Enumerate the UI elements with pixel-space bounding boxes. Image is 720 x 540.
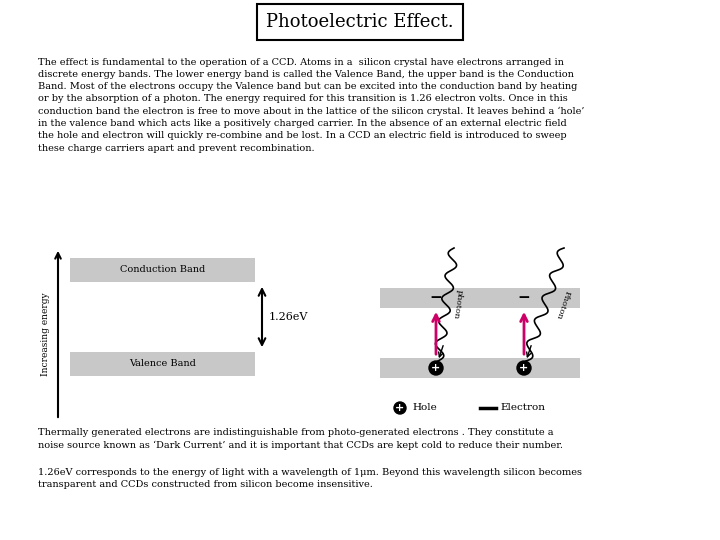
Text: The effect is fundamental to the operation of a CCD. Atoms in a  silicon crystal: The effect is fundamental to the operati… (38, 58, 585, 152)
Bar (70, 258, 255, 282)
Text: Thermally generated electrons are indistinguishable from photo-generated electro: Thermally generated electrons are indist… (38, 428, 563, 450)
Text: photon: photon (452, 289, 464, 320)
Text: +: + (395, 403, 405, 413)
Text: Photoelectric Effect.: Photoelectric Effect. (266, 13, 454, 31)
Text: 1.26eV corresponds to the energy of light with a wavelength of 1μm. Beyond this : 1.26eV corresponds to the energy of ligh… (38, 468, 582, 489)
Text: Hole: Hole (412, 403, 437, 413)
Text: Valence Band: Valence Band (129, 360, 196, 368)
Text: 1.26eV: 1.26eV (269, 312, 308, 322)
Bar (70, 352, 255, 376)
Circle shape (517, 361, 531, 375)
Text: Electron: Electron (500, 403, 545, 413)
Text: −: − (518, 291, 531, 306)
Text: Conduction Band: Conduction Band (120, 266, 205, 274)
Text: +: + (519, 363, 528, 373)
Text: −: − (430, 291, 442, 306)
Bar (380, 288, 580, 308)
Circle shape (394, 402, 406, 414)
Text: Photon: Photon (554, 289, 572, 320)
Text: +: + (431, 363, 441, 373)
Circle shape (429, 361, 443, 375)
Bar (380, 358, 580, 378)
Text: Increasing energy: Increasing energy (42, 292, 50, 376)
